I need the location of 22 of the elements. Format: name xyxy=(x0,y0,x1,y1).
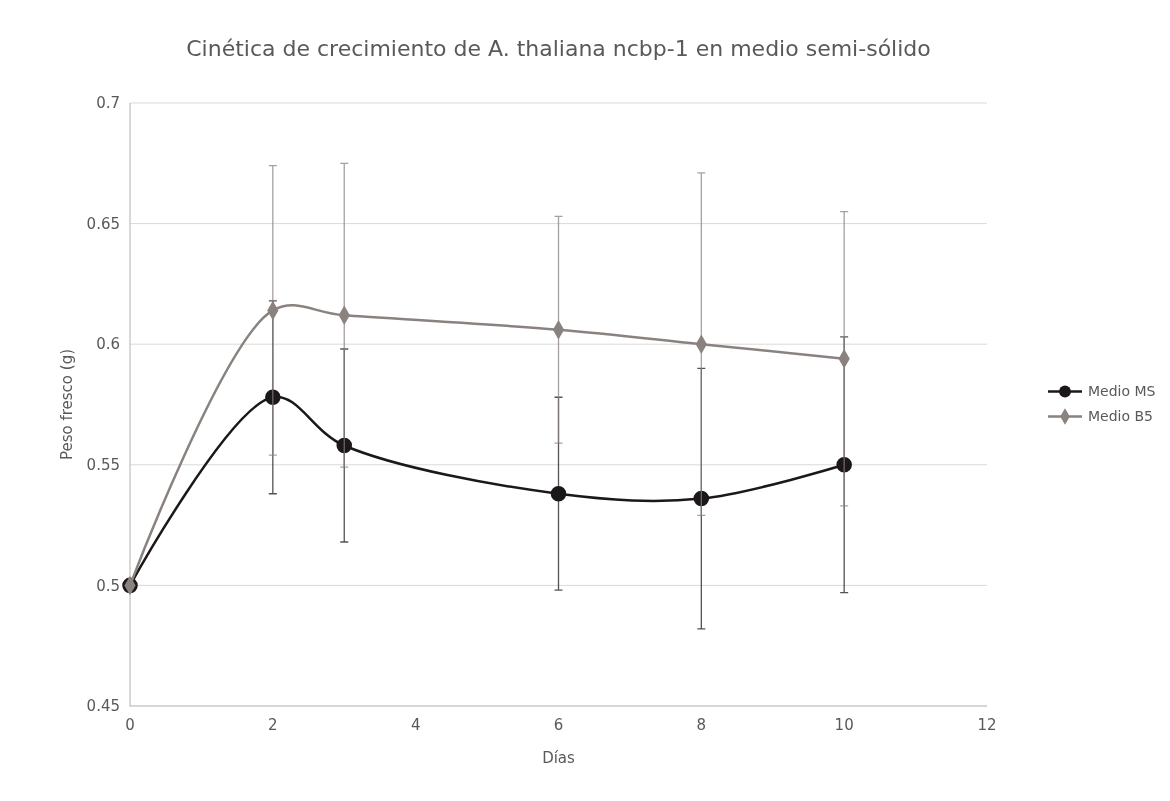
y-tick-label: 0.7 xyxy=(96,94,120,113)
x-tick-label: 8 xyxy=(696,716,707,734)
y-tick-label: 0.45 xyxy=(86,697,120,716)
y-tick-label: 0.55 xyxy=(86,456,120,475)
point xyxy=(550,485,567,502)
x-axis-title: Días xyxy=(542,749,576,767)
y-tick-label: 0.5 xyxy=(96,576,120,595)
x-tick-label: 10 xyxy=(834,716,854,734)
point xyxy=(336,437,353,454)
x-tick-label: 0 xyxy=(125,716,135,734)
x-tick-label: 12 xyxy=(977,716,997,734)
point xyxy=(693,490,710,507)
chart-title: Cinética de crecimiento de A. thaliana ncbp-1 en medio semi-sólido xyxy=(186,36,931,61)
y-axis-title: Peso fresco (g) xyxy=(58,348,76,461)
legend-label: Medio MS xyxy=(1088,383,1156,400)
x-tick-label: 4 xyxy=(410,716,421,734)
y-tick-label: 0.6 xyxy=(96,335,120,354)
y-tick-label: 0.65 xyxy=(86,214,120,233)
point xyxy=(265,389,281,406)
x-tick-label: 6 xyxy=(553,716,564,734)
x-tick-label: 2 xyxy=(268,716,278,734)
legend-label: Medio B5 xyxy=(1088,408,1153,425)
